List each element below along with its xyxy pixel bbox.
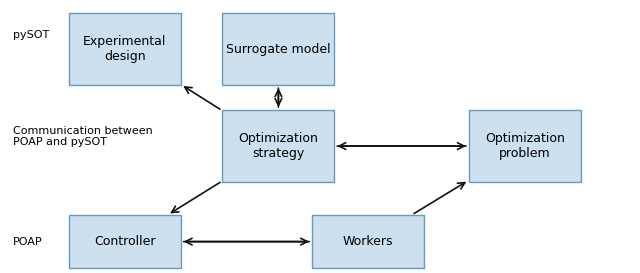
FancyBboxPatch shape	[69, 215, 180, 268]
Text: Optimization
strategy: Optimization strategy	[239, 132, 318, 160]
Text: pySOT: pySOT	[13, 31, 49, 40]
Text: Optimization
problem: Optimization problem	[485, 132, 564, 160]
FancyBboxPatch shape	[312, 215, 424, 268]
Text: Communication between
POAP and pySOT: Communication between POAP and pySOT	[13, 126, 152, 147]
Text: Controller: Controller	[94, 235, 156, 248]
FancyBboxPatch shape	[468, 110, 581, 182]
Text: POAP: POAP	[13, 237, 42, 247]
Text: Workers: Workers	[343, 235, 393, 248]
Text: Surrogate model: Surrogate model	[226, 43, 331, 56]
Text: Experimental
design: Experimental design	[83, 35, 166, 63]
FancyBboxPatch shape	[69, 13, 180, 85]
FancyBboxPatch shape	[223, 13, 334, 85]
FancyBboxPatch shape	[223, 110, 334, 182]
